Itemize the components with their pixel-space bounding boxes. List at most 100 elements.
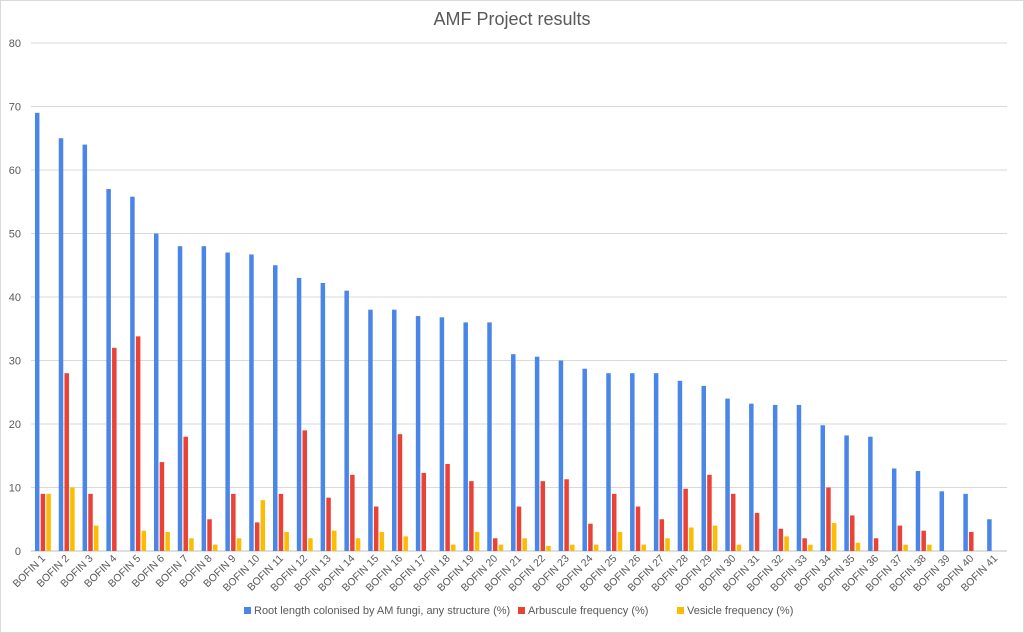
legend-label: Arbuscule frequency (%) xyxy=(528,605,648,617)
y-tick-label: 20 xyxy=(9,419,21,431)
bar xyxy=(231,493,236,551)
bar xyxy=(855,542,861,551)
bar xyxy=(212,544,218,551)
bar xyxy=(707,474,712,551)
bar xyxy=(469,481,474,551)
bar xyxy=(106,189,111,552)
bar xyxy=(850,515,855,551)
bar xyxy=(778,528,784,551)
bar xyxy=(439,317,445,551)
bar xyxy=(392,309,397,551)
bar xyxy=(611,493,617,551)
bar xyxy=(712,525,718,551)
bar xyxy=(516,506,522,551)
bar xyxy=(891,468,897,551)
bar xyxy=(254,522,260,551)
bar xyxy=(725,398,730,551)
chart-title: AMF Project results xyxy=(433,9,590,29)
bar xyxy=(189,538,194,551)
bar xyxy=(730,493,736,551)
bar xyxy=(820,425,826,551)
bar xyxy=(88,493,93,551)
y-tick-label: 10 xyxy=(9,483,21,495)
y-tick-label: 80 xyxy=(9,38,21,50)
bars xyxy=(34,112,992,552)
bar xyxy=(487,322,492,551)
bar xyxy=(808,544,813,551)
bar xyxy=(445,464,450,551)
bar xyxy=(249,254,254,551)
bar xyxy=(588,523,593,551)
bar xyxy=(689,527,694,551)
bar xyxy=(332,530,337,551)
bar xyxy=(82,144,88,551)
bar xyxy=(183,436,188,551)
bar xyxy=(831,523,837,551)
bar xyxy=(141,530,147,551)
bar xyxy=(653,373,659,551)
bar xyxy=(70,487,75,551)
y-tick-label: 30 xyxy=(9,356,21,368)
bar xyxy=(826,487,831,551)
y-tick-label: 40 xyxy=(9,292,21,304)
bar xyxy=(260,500,266,551)
bar xyxy=(34,112,40,551)
bar xyxy=(564,479,569,551)
bar xyxy=(683,488,688,551)
legend-swatch xyxy=(518,607,525,614)
bar xyxy=(302,430,308,551)
bar xyxy=(873,538,879,551)
bar xyxy=(46,493,51,551)
bar xyxy=(915,470,921,551)
bar xyxy=(159,462,165,551)
bar xyxy=(546,545,551,551)
y-axis-ticks: 0 10 20 30 40 50 60 70 80 xyxy=(9,38,21,558)
legend-label: Root length colonised by AM fungi, any s… xyxy=(254,605,510,617)
bar xyxy=(451,544,456,551)
bar xyxy=(135,336,141,551)
y-tick-label: 50 xyxy=(9,229,21,241)
bar xyxy=(58,138,64,551)
bar xyxy=(630,373,635,551)
bar xyxy=(754,512,760,551)
gridlines xyxy=(31,42,1007,552)
bar xyxy=(236,538,242,551)
bar xyxy=(130,196,135,552)
bar xyxy=(64,373,69,551)
bar xyxy=(969,531,974,551)
bar xyxy=(617,531,623,551)
bar xyxy=(165,531,170,551)
legend-label: Vesicle frequency (%) xyxy=(687,605,793,617)
legend-swatch xyxy=(244,607,251,614)
bar xyxy=(659,519,665,551)
bar xyxy=(355,538,361,551)
bar xyxy=(308,538,313,551)
bar xyxy=(665,538,670,551)
bar xyxy=(278,493,284,551)
bar xyxy=(677,380,683,551)
bar xyxy=(903,544,908,551)
legend: Root length colonised by AM fungi, any s… xyxy=(244,605,793,617)
bar xyxy=(368,309,373,551)
bar xyxy=(582,368,587,551)
bar xyxy=(927,544,932,551)
bar xyxy=(802,538,807,551)
bar xyxy=(273,265,278,551)
bar xyxy=(772,404,778,551)
bar xyxy=(373,506,379,551)
bar xyxy=(463,322,468,551)
bar xyxy=(379,531,385,551)
bar xyxy=(511,354,516,551)
bar xyxy=(474,531,480,551)
bar xyxy=(736,544,742,551)
bar xyxy=(112,347,117,551)
bar xyxy=(40,493,46,551)
bar xyxy=(415,316,421,551)
bar xyxy=(593,544,599,551)
bar xyxy=(868,436,873,551)
bar xyxy=(492,538,498,551)
bar xyxy=(606,373,611,551)
